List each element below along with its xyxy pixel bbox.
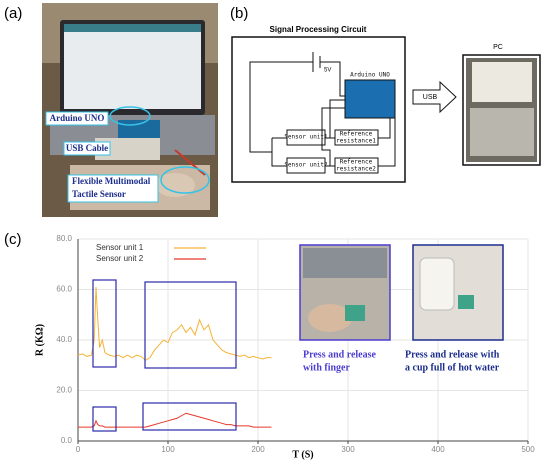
callout: USB Cable — [66, 143, 108, 153]
caption: a cup full of hot water — [405, 362, 500, 373]
caption: with finger — [303, 362, 351, 373]
y-tick-label: 80.0 — [56, 234, 72, 243]
voltage-label: 5V — [324, 68, 331, 74]
caption: Press and release — [303, 349, 377, 360]
panel-label: (a) — [4, 5, 22, 22]
series-line — [77, 286, 272, 361]
y-tick-label: 60.0 — [56, 285, 72, 294]
arduino-label: Arduino UNO — [350, 72, 390, 79]
x-tick-label: 500 — [521, 445, 535, 454]
usb-label: USB — [423, 94, 438, 101]
legend-label: Sensor unit 2 — [96, 254, 144, 263]
reference-label: resistance1 — [336, 138, 376, 145]
series-line — [78, 412, 272, 428]
x-tick-label: 100 — [161, 445, 175, 454]
x-tick-label: 300 — [341, 445, 355, 454]
y-tick-label: 40.0 — [56, 335, 72, 344]
callout: Flexible Multimodal — [72, 176, 151, 186]
sensor-label: Sensor unit2 — [284, 162, 328, 169]
y-axis-title: R (KΩ) — [34, 324, 45, 356]
y-tick-label: 0.0 — [61, 436, 73, 445]
circuit — [231, 36, 541, 183]
x-tick-label: 0 — [76, 445, 81, 454]
photo-a: Arduino UNO USB Cable Flexible Multimoda… — [42, 3, 218, 217]
reference-label: resistance2 — [336, 166, 376, 173]
circuit-title: Signal Processing Circuit — [270, 25, 367, 34]
x-tick-label: 400 — [431, 445, 445, 454]
pc-label: PC — [493, 44, 503, 51]
panel-label: (c) — [4, 231, 22, 248]
caption: Press and release with — [405, 349, 500, 360]
x-tick-label: 200 — [251, 445, 265, 454]
highlight-boxes — [92, 279, 237, 432]
callout: Tactile Sensor — [72, 189, 126, 199]
reference-label: Reference — [340, 159, 373, 166]
reference-label: Reference — [340, 131, 373, 138]
inset-photos — [299, 244, 504, 341]
legend-label: Sensor unit 1 — [96, 243, 144, 252]
y-tick-label: 20.0 — [56, 386, 72, 395]
sensor-label: Sensor unit1 — [284, 134, 328, 141]
callout: Arduino UNO — [50, 113, 105, 123]
x-axis-title: T (S) — [292, 449, 313, 460]
panel-label: (b) — [230, 5, 248, 22]
